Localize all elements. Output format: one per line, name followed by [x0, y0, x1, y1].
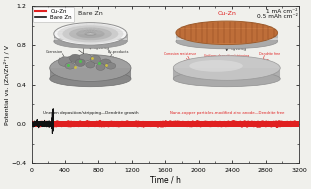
Text: 1 mA cm⁻²
0.5 mAh cm⁻²: 1 mA cm⁻² 0.5 mAh cm⁻²: [257, 9, 298, 19]
Legend: Cu-Zn, Bare Zn: Cu-Zn, Bare Zn: [33, 7, 74, 22]
X-axis label: Time / h: Time / h: [150, 176, 181, 185]
Y-axis label: Potential vs. (Zn/Zn²⁺) / V: Potential vs. (Zn/Zn²⁺) / V: [4, 45, 10, 125]
